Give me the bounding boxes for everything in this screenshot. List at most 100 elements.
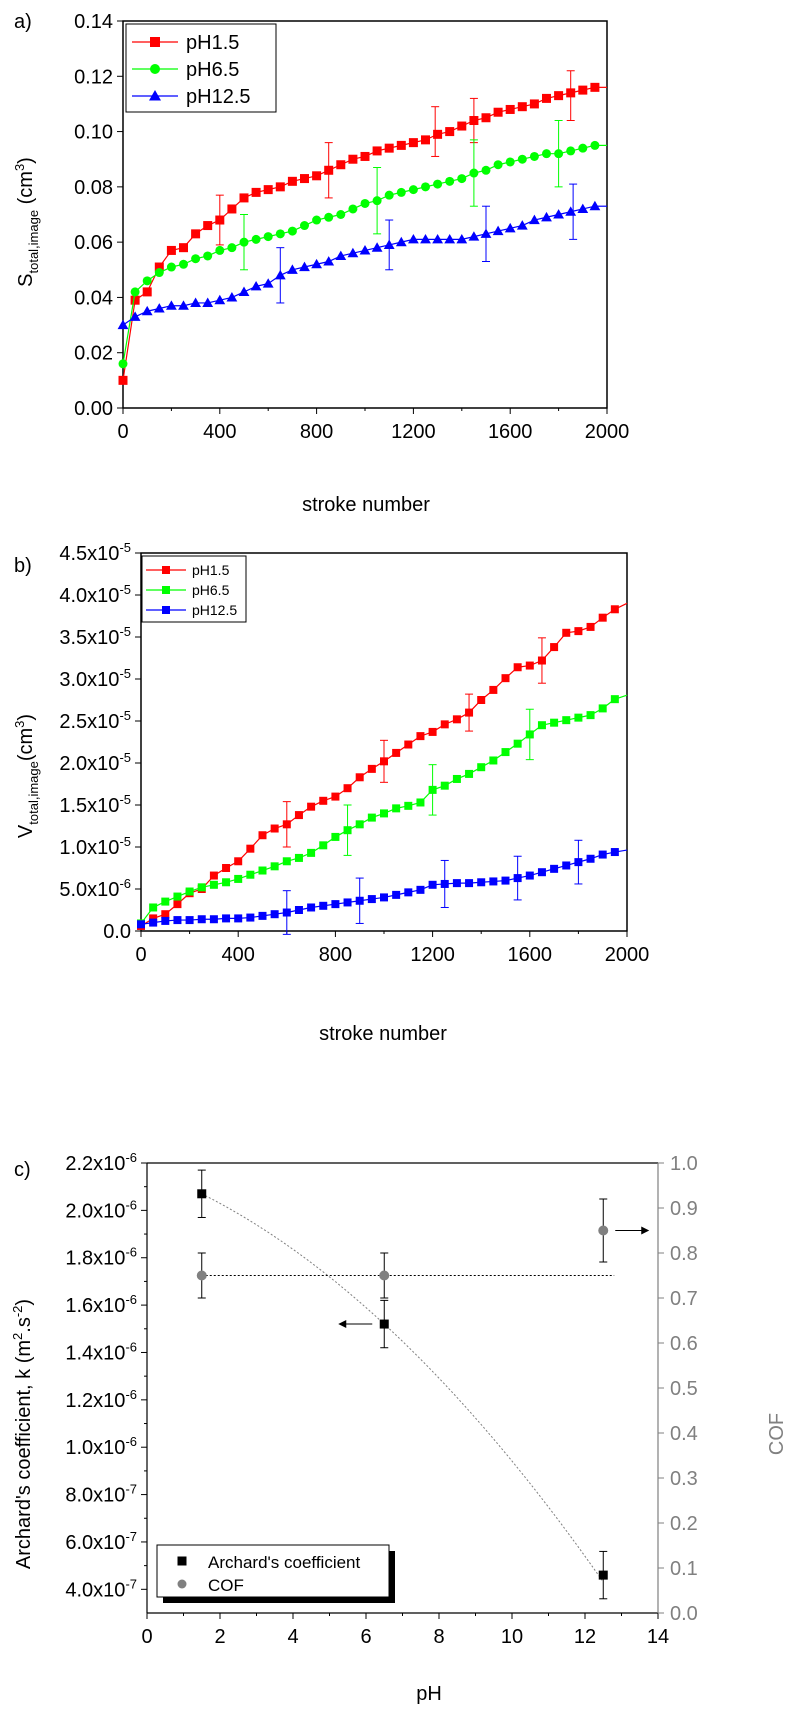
x-tick-label: 2000 (585, 421, 630, 443)
data-point-pH6.5 (149, 903, 158, 912)
data-point-pH6.5 (392, 804, 401, 813)
data-point-pH6.5 (275, 229, 285, 239)
x-tick-label: 10 (501, 1626, 523, 1648)
data-point-pH6.5 (185, 887, 194, 896)
error-bar-pH6.5 (554, 120, 563, 188)
data-point-pH1.5 (367, 764, 376, 773)
data-point-pH12.5 (149, 918, 158, 927)
data-point-pH6.5 (287, 226, 297, 236)
data-point-pH1.5 (501, 674, 510, 683)
y-tick-label: 4.0x10-7 (65, 1576, 137, 1601)
data-point-pH6.5 (610, 695, 619, 704)
data-point-pH6.5 (566, 146, 576, 156)
data-point-pH12.5 (395, 236, 407, 247)
y-tick-label: 3.0x10-5 (59, 666, 131, 691)
data-point-archard (598, 1570, 608, 1580)
error-bar-pH12.5 (385, 219, 394, 271)
data-point-pH1.5 (270, 824, 279, 833)
data-point-pH12.5 (456, 233, 468, 244)
data-point-pH6.5 (209, 880, 218, 889)
data-point-pH6.5 (173, 892, 182, 901)
x-tick-label: 14 (647, 1626, 669, 1648)
data-point-pH6.5 (355, 820, 364, 829)
data-point-pH12.5 (294, 906, 303, 914)
y-tick-label: 1.0x10-5 (59, 834, 131, 859)
data-point-pH6.5 (227, 243, 237, 253)
data-point-pH1.5 (554, 91, 564, 101)
data-point-pH1.5 (331, 792, 340, 801)
y2-tick-label: 0.5 (670, 1378, 698, 1400)
data-point-pH12.5 (141, 305, 153, 316)
data-point-pH1.5 (203, 221, 213, 231)
data-point-pH1.5 (372, 146, 382, 156)
data-point-pH12.5 (598, 850, 607, 859)
data-point-pH6.5 (433, 179, 443, 189)
y2-tick-label: 0.1 (670, 1558, 698, 1580)
y-tick-label: 0.00 (74, 398, 113, 420)
data-point-pH1.5 (154, 262, 164, 272)
data-point-pH6.5 (307, 848, 316, 857)
y2-tick-label: 0.4 (670, 1423, 698, 1445)
data-point-pH6.5 (489, 756, 498, 765)
data-point-pH12.5 (222, 914, 231, 923)
data-point-pH1.5 (275, 182, 285, 192)
x-tick-label: 6 (360, 1626, 371, 1648)
data-point-pH1.5 (433, 129, 443, 139)
error-bar-pH12.5 (440, 859, 449, 908)
data-point-pH6.5 (191, 254, 201, 264)
data-point-pH12.5 (577, 203, 589, 214)
legend-label-pH12.5: pH12.5 (192, 602, 237, 618)
data-point-pH12.5 (319, 901, 328, 910)
data-point-pH6.5 (404, 801, 413, 810)
data-point-pH1.5 (239, 193, 249, 203)
panel-b-xlabel: stroke number (319, 1023, 447, 1045)
data-point-pH12.5 (258, 911, 267, 920)
data-point-pH12.5 (465, 879, 474, 888)
data-point-pH1.5 (179, 243, 188, 253)
data-point-pH6.5 (234, 874, 243, 883)
y2-tick-label: 0.7 (670, 1288, 698, 1310)
legend-marker-archard (177, 1556, 187, 1566)
data-point-pH6.5 (452, 774, 461, 783)
legend-marker-pH12.5 (149, 90, 161, 101)
error-bar-pH12.5 (276, 247, 285, 304)
data-point-pH6.5 (166, 262, 176, 272)
data-point-pH6.5 (465, 769, 474, 778)
data-point-pH1.5 (209, 871, 218, 880)
error-bar-pH6.5 (240, 214, 248, 271)
data-point-pH1.5 (307, 802, 316, 811)
y-tick-label: 0.02 (74, 343, 113, 365)
panel-c-ylabel: Archard's coefficient, k (m2.s-2) (10, 1299, 35, 1569)
data-point-pH1.5 (287, 176, 297, 186)
data-point-pH12.5 (432, 233, 443, 244)
error-bar-pH1.5 (465, 693, 474, 732)
y2-tick-label: 0.3 (670, 1468, 698, 1490)
data-point-pH12.5 (323, 256, 335, 266)
data-point-pH6.5 (319, 841, 328, 850)
data-point-pH12.5 (380, 893, 388, 902)
data-point-pH12.5 (492, 225, 504, 236)
data-point-pH1.5 (517, 102, 527, 112)
data-point-pH12.5 (343, 898, 352, 907)
data-point-pH1.5 (408, 138, 418, 148)
data-point-pH12.5 (287, 264, 298, 274)
legend-marker-pH12.5 (162, 606, 170, 614)
x-tick-label: 2 (214, 1626, 225, 1648)
data-point-pH6.5 (513, 739, 522, 748)
data-point-pH6.5 (380, 809, 388, 818)
y-tick-label: 0.14 (74, 11, 113, 33)
error-bar-pH12.5 (513, 855, 522, 901)
data-point-pH1.5 (312, 171, 322, 181)
data-point-pH1.5 (348, 154, 358, 164)
y-tick-label: 1.8x10-6 (65, 1245, 137, 1270)
data-point-pH12.5 (562, 861, 571, 870)
y-tick-label: 2.0x10-6 (65, 1197, 137, 1222)
data-point-pH6.5 (445, 176, 455, 186)
panel-b-label: b) (14, 555, 32, 577)
data-point-pH6.5 (477, 763, 486, 772)
error-bar-pH12.5 (482, 205, 490, 262)
data-point-pH1.5 (396, 140, 406, 150)
data-point-pH1.5 (166, 245, 176, 255)
panel-a: a) 0 400 800 1200 1600 2000 0.00 0.02 0.04 0.06 0.… (12, 11, 629, 516)
legend-marker-pH1.5 (162, 566, 170, 574)
